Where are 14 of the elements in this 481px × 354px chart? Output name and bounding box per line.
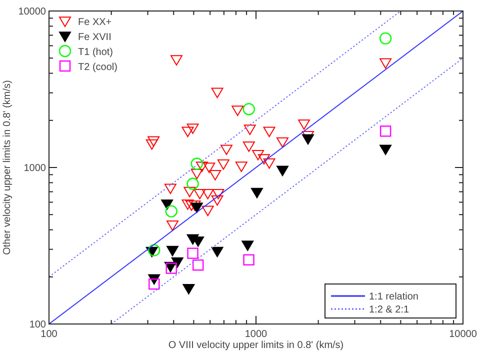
- x-tick-label: 1000: [244, 329, 268, 340]
- y-tick-label: 1000: [24, 163, 46, 174]
- x-tick-label: 100: [40, 329, 58, 340]
- legend-label: 1:1 relation: [369, 292, 418, 302]
- y-tick-label: 10000: [18, 6, 46, 18]
- legend-label: Fe XX+: [78, 17, 112, 28]
- legend-label: 1:2 & 2:1: [369, 304, 410, 316]
- legend-label: T2 (cool): [78, 62, 118, 73]
- y-axis-title: Other velocity upper limits in 0.8' (km/s): [2, 80, 13, 255]
- legend-label: Fe XVII: [78, 32, 112, 43]
- legend-label: T1 (hot): [78, 47, 114, 58]
- x-axis-title: O VIII velocity upper limits in 0.8' (km/s): [168, 340, 344, 351]
- x-tick-label: 10000: [449, 329, 478, 340]
- y-tick-label: 100: [29, 320, 46, 330]
